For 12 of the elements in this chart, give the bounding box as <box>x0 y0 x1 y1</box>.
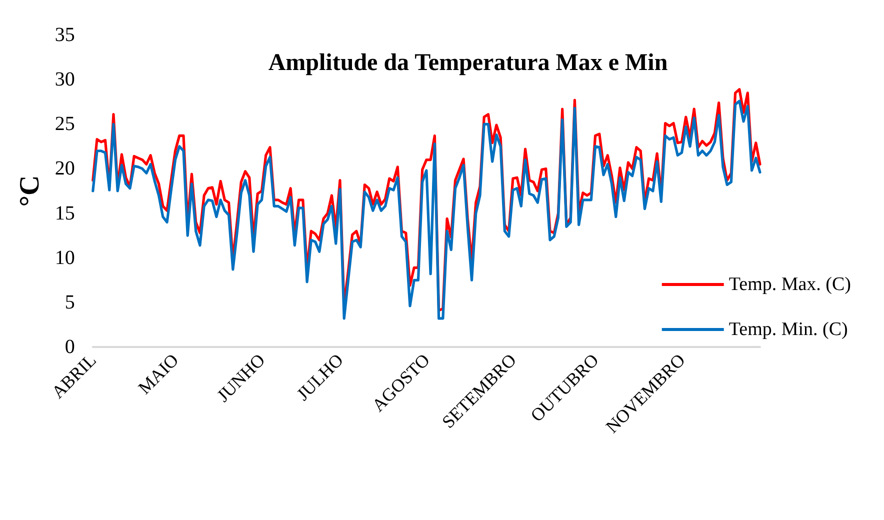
y-tick-label: 15 <box>54 202 75 224</box>
legend-label: Temp. Min. (C) <box>728 319 848 340</box>
y-axis-title: °C <box>14 175 46 207</box>
y-tick-label: 5 <box>64 291 75 314</box>
y-tick-label: 10 <box>54 246 75 269</box>
y-tick-label: 30 <box>54 68 75 91</box>
y-tick-label: 35 <box>54 24 75 46</box>
y-tick-label: 25 <box>54 113 75 136</box>
legend-label: Temp. Max. (C) <box>728 274 852 295</box>
text: Amplitude da Temperatura Max e Min <box>268 50 668 76</box>
y-tick-label: 0 <box>64 336 75 358</box>
y-tick-label: 20 <box>54 158 75 180</box>
